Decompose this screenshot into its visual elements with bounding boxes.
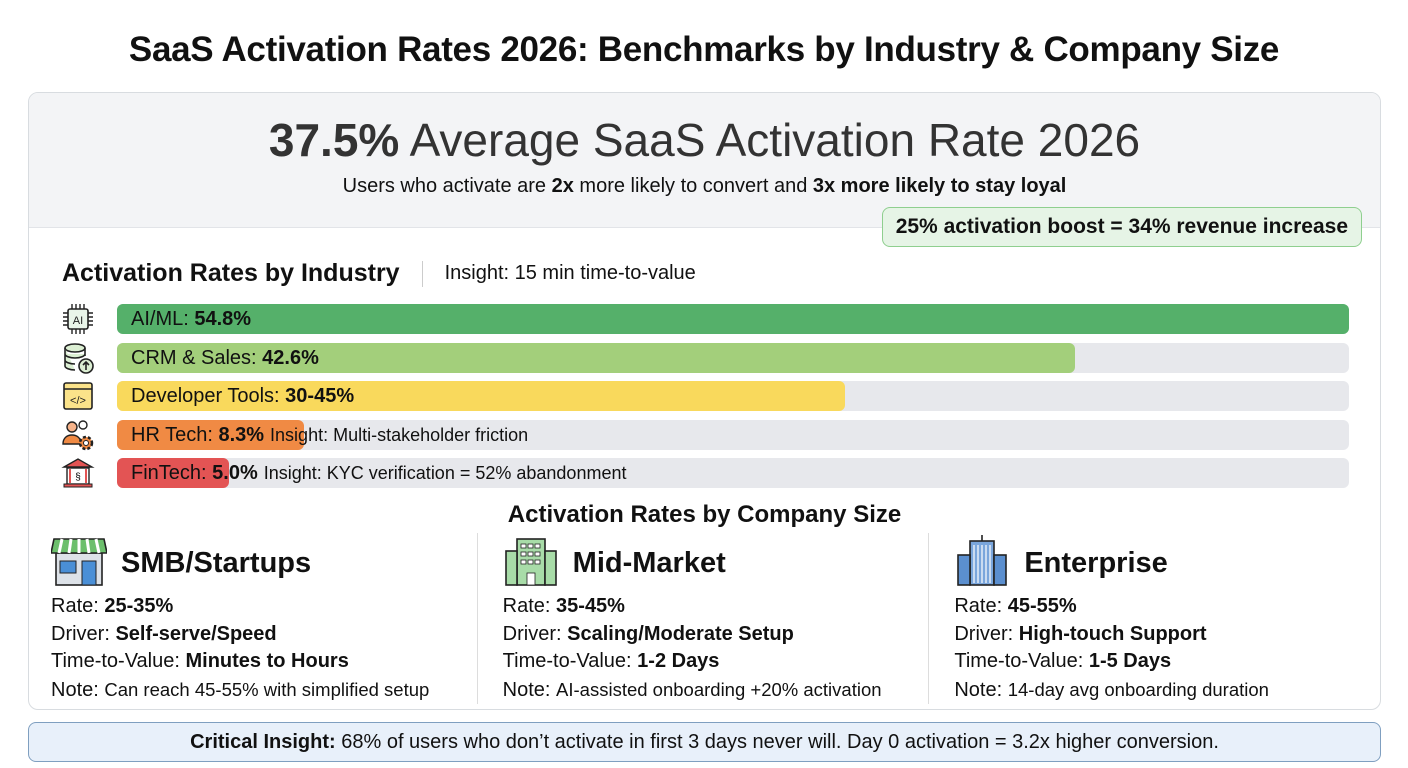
bar-value-label: 8.3% [218,423,265,446]
revenue-boost-badge: 25% activation boost = 34% revenue incre… [881,207,1362,247]
skyscraper-icon [954,534,1010,592]
bar-row: HR Tech: 8.3% Insight: Multi-stakeholder … [61,416,1349,455]
bar-category: CRM & Sales [131,346,252,369]
average-rate-label: Average SaaS Activation Rate 2026 [409,114,1141,166]
industry-title: Activation Rates by Industry [62,259,400,287]
note-line: Note: AI-assisted onboarding +20% activa… [502,678,882,701]
column-title: SMB/Startups [121,546,312,579]
bar [117,304,1349,335]
hero-subtitle: Users who activate are 2x more likely to… [342,175,1067,197]
svg-text:</>: </> [70,395,86,407]
note-line: Note: Can reach 45-55% with simplified s… [51,678,430,701]
bar-row: § FinTech: 5.0% Insight: KYC verification… [61,454,1349,493]
bar-category: AI/ML [131,308,184,331]
team-gear-icon [61,418,117,452]
ttv-line: Time-to-Value: Minutes to Hours [51,650,349,672]
bar-row: </> Developer Tools: 30-45% [61,377,1349,416]
bar-track: FinTech: 5.0% Insight: KYC verification =… [117,458,1349,489]
storefront-icon [50,535,108,592]
company-size-column: SMB/Startups Rate: 25-35% Driver: Self-ser… [29,533,477,704]
note-line: Note: 14-day avg onboarding duration [954,678,1269,701]
driver-line: Driver: High-touch Support [954,622,1207,645]
bar-track: AI/ML: 54.8% [117,304,1349,335]
industry-bar-chart: AI AI/ML: 54.8% CRM & Sales: 42.6% </> De… [61,300,1349,493]
code-window-icon: </> [61,379,117,413]
bar-track: CRM & Sales: 42.6% [117,342,1349,373]
bar-category: FinTech [131,462,202,485]
bank-icon: § [61,456,117,490]
infographic-card: 37.5% Average SaaS Activation Rate 2026 … [28,92,1381,710]
page-title: SaaS Activation Rates 2026: Benchmarks b… [128,30,1280,69]
bar-track: HR Tech: 8.3% Insight: Multi-stakeholder … [117,419,1349,450]
industry-section-header: Activation Rates by Industry Insight: 15… [62,259,696,288]
hero-banner: 37.5% Average SaaS Activation Rate 2026 … [29,93,1380,228]
bar-category: HR Tech [131,423,208,446]
bar-row: AI AI/ML: 54.8% [61,300,1349,339]
company-size-columns: SMB/Startups Rate: 25-35% Driver: Self-ser… [29,533,1380,704]
divider [421,260,423,287]
bar-annotation: Insight: Multi-stakeholder friction [270,424,529,445]
bar [117,381,846,412]
bar [117,458,230,489]
bar-value-label: 5.0% [212,462,258,485]
critical-insight-banner: Critical Insight: 68% of users who don’t… [28,722,1381,762]
rate-line: Rate: 45-55% [954,595,1077,617]
column-title: Enterprise [1024,546,1168,579]
average-rate: 37.5% [268,114,400,166]
svg-text:§: § [75,472,81,483]
ai-chip-icon: AI [61,302,117,336]
bar [117,342,1075,373]
bar-annotation: Insight: KYC verification = 52% abandonm… [263,463,627,484]
ttv-line: Time-to-Value: 1-2 Days [502,650,720,672]
bar [117,419,304,450]
company-size-title: Activation Rates by Company Size [507,501,902,528]
bar-value-label: 42.6% [262,346,319,369]
bar-track: Developer Tools: 30-45% [117,381,1349,412]
company-size-column: Enterprise Rate: 45-55% Driver: High-touch… [928,533,1380,704]
bar-row: CRM & Sales: 42.6% [61,339,1349,378]
industry-insight: Insight: 15 min time-to-value [444,262,696,284]
svg-text:AI: AI [73,315,83,327]
column-title: Mid-Market [572,546,726,579]
driver-line: Driver: Scaling/Moderate Setup [502,622,794,645]
database-upload-icon [61,341,117,375]
bar-value-label: 54.8% [194,308,252,331]
bar-category: Developer Tools [131,385,275,408]
rate-line: Rate: 35-45% [502,595,625,617]
bar-value-label: 30-45% [285,385,355,408]
rate-line: Rate: 25-35% [51,595,174,617]
ttv-line: Time-to-Value: 1-5 Days [954,650,1172,672]
company-size-column: Mid-Market Rate: 35-45% Driver: Scaling/Mo… [476,533,929,704]
driver-line: Driver: Self-serve/Speed [51,622,277,645]
office-building-icon [503,535,559,592]
